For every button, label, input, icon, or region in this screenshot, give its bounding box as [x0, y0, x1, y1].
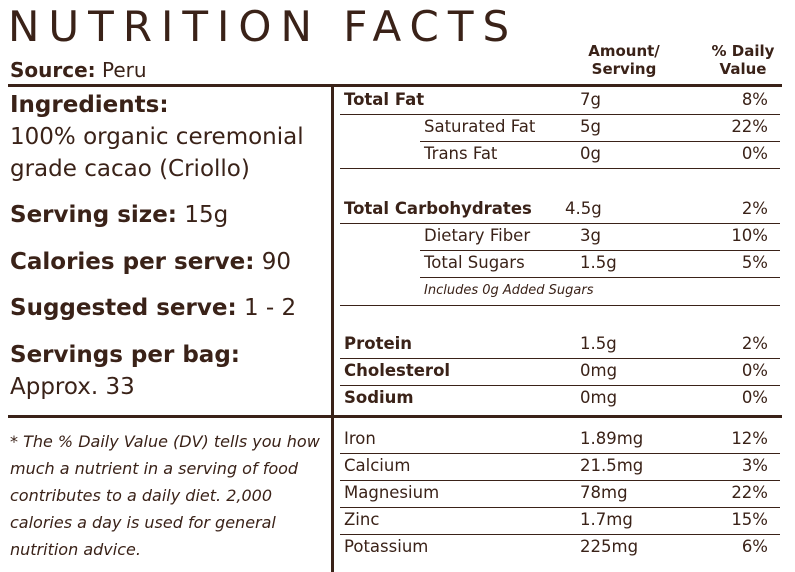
header-rule: [8, 84, 782, 87]
servings-per-bag-value: Approx. 33: [10, 374, 135, 400]
nutrient-dv: 0%: [741, 388, 768, 407]
nutrient-name: Saturated Fat: [424, 117, 536, 136]
page-title: NUTRITION FACTS: [8, 2, 519, 51]
nutrient-amount: 0mg: [580, 388, 618, 407]
row-divider: [340, 305, 780, 306]
nutrient-amount: 0mg: [580, 361, 618, 380]
nutrient-dv: 2%: [741, 199, 768, 218]
row-divider: [340, 507, 780, 508]
nutrient-amount: 0g: [580, 144, 601, 163]
row-divider: [340, 223, 780, 224]
nutrient-amount: 4.5g: [565, 199, 602, 218]
daily-value-header: % Daily Value: [711, 42, 775, 78]
nutrient-name: Calcium: [344, 456, 411, 475]
nutrient-amount: 1.5g: [580, 334, 617, 353]
nutrient-dv: 0%: [741, 361, 768, 380]
ingredients-label: Ingredients:: [10, 92, 169, 118]
source-label: Source:: [10, 58, 96, 82]
nutrient-amount: 7g: [580, 90, 601, 109]
nutrient-dv: 0%: [741, 144, 768, 163]
nutrient-name: Protein: [344, 334, 413, 353]
nutrient-dv: 22%: [731, 483, 768, 502]
row-divider: [340, 114, 780, 115]
nutrient-name: Total Carbohydrates: [344, 199, 532, 218]
nutrient-name: Iron: [344, 429, 376, 448]
serving-size: Serving size: 15g: [10, 202, 229, 228]
nutrient-dv: 6%: [741, 537, 768, 556]
nutrient-name: Sodium: [344, 388, 414, 407]
nutrient-name: Potassium: [344, 537, 429, 556]
nutrient-dv: 3%: [741, 456, 768, 475]
source-value: Peru: [102, 58, 147, 82]
nutrient-dv: 10%: [731, 226, 768, 245]
nutrient-amount: 5g: [580, 117, 601, 136]
nutrient-dv: 8%: [741, 90, 768, 109]
nutrient-name: Dietary Fiber: [424, 226, 531, 245]
row-divider: [340, 358, 780, 359]
row-divider: [420, 141, 780, 142]
row-divider: [340, 385, 780, 386]
nutrient-amount: 21.5mg: [580, 456, 644, 475]
row-divider: [340, 168, 780, 169]
ingredients-line-2: grade cacao (Criollo): [10, 156, 250, 182]
calories-per-serve: Calories per serve: 90: [10, 249, 292, 275]
row-divider: [420, 250, 780, 251]
nutrient-dv: 2%: [741, 334, 768, 353]
row-divider: [340, 480, 780, 481]
nutrient-name: Total Fat: [344, 90, 425, 109]
nutrient-name: Cholesterol: [344, 361, 451, 380]
ingredients-line-1: 100% organic ceremonial: [10, 124, 304, 150]
daily-value-footnote: * The % Daily Value (DV) tells you how m…: [10, 432, 320, 559]
nutrient-name: Magnesium: [344, 483, 440, 502]
nutrient-name: Trans Fat: [424, 144, 498, 163]
nutrient-name: Total Sugars: [424, 253, 525, 272]
nutrient-amount: 3g: [580, 226, 601, 245]
nutrient-amount: 1.89mg: [580, 429, 644, 448]
source-line: Source: Peru: [10, 58, 147, 82]
nutrient-amount: 1.7mg: [580, 510, 633, 529]
nutrient-amount: 78mg: [580, 483, 628, 502]
nutrient-amount: 1.5g: [580, 253, 617, 272]
nutrient-dv: 15%: [731, 510, 768, 529]
nutrient-name: Zinc: [344, 510, 380, 529]
nutrient-dv: 12%: [731, 429, 768, 448]
nutrient-amount: 225mg: [580, 537, 639, 556]
nutrient-dv: 5%: [741, 253, 768, 272]
servings-per-bag-label: Servings per bag:: [10, 342, 240, 368]
row-divider: [340, 453, 780, 454]
amount-header: Amount/ Serving: [588, 42, 660, 78]
added-sugars-note: Includes 0g Added Sugars: [424, 283, 594, 298]
column-divider: [331, 87, 334, 572]
row-divider: [340, 534, 780, 535]
section-rule: [8, 415, 782, 418]
nutrient-dv: 22%: [731, 117, 768, 136]
row-divider: [420, 277, 780, 278]
suggested-serve: Suggested serve: 1 - 2: [10, 295, 297, 321]
